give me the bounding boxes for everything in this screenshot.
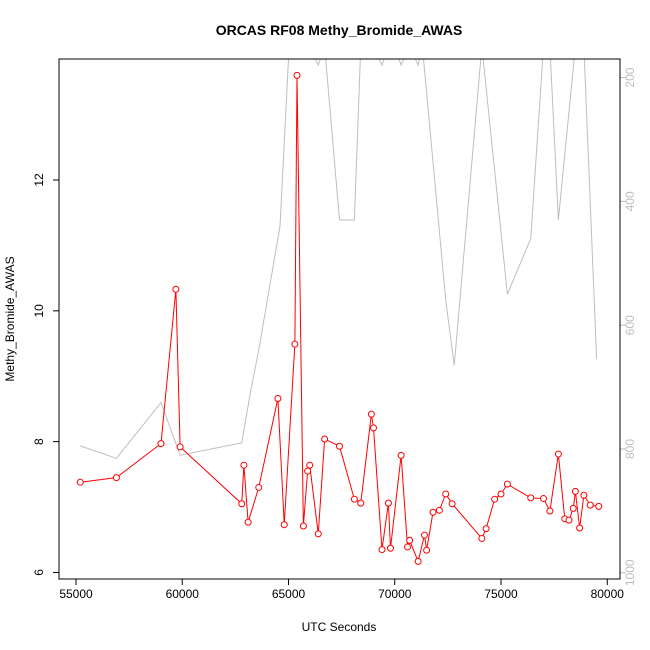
data-point [314,530,322,538]
y2-tick-label: 400 [623,191,637,211]
primary-series-line [80,75,599,563]
x-tick-label: 55000 [59,587,93,601]
data-point [306,461,314,469]
x-axis: 55000 60000 65000 70000 75000 80000 [59,579,624,601]
data-point [571,487,579,495]
data-point [357,499,365,507]
data-point [112,474,120,482]
data-point [423,546,431,554]
data-point [406,536,414,544]
data-point [546,507,554,515]
y2-tick-label: 200 [623,67,637,87]
data-point [244,518,252,526]
data-point [238,500,246,508]
data-point [176,443,184,451]
y-axis: 6 8 10 12 [32,173,59,576]
x-tick-label: 70000 [378,587,412,601]
secondary-series-line [80,59,598,459]
primary-series [76,71,603,565]
data-point [172,285,180,293]
data-point [274,394,282,402]
data-point [299,522,307,530]
x-tick-label: 80000 [591,587,625,601]
data-point [336,442,343,450]
data-point [304,467,312,475]
data-point [404,543,411,551]
data-point [421,531,428,539]
y-tick-label: 12 [32,173,46,187]
chart-title: ORCAS RF08 Methy_Bromide_AWAS [216,22,463,38]
data-point [503,480,511,488]
data-point [255,483,263,491]
y-tick-label: 8 [32,438,46,445]
data-point [240,461,248,469]
x-axis-label: UTC Seconds [302,620,377,634]
data-point [554,450,562,458]
data-point [280,521,288,529]
plot-area [76,59,603,565]
data-point [387,544,394,552]
data-point [367,410,375,418]
y2-tick-label: 1000 [623,559,637,586]
data-point [321,435,329,443]
data-point [580,491,588,499]
data-point [565,516,573,524]
y2-tick-label: 800 [623,439,637,459]
data-point [76,478,84,486]
data-point [291,340,299,348]
data-point [527,494,535,502]
data-point [491,495,499,503]
x-tick-label: 65000 [272,587,306,601]
data-point [442,490,450,498]
x-tick-label: 75000 [484,587,518,601]
y2-tick-label: 600 [623,315,637,335]
x-tick-label: 60000 [166,587,200,601]
data-point [384,499,392,507]
data-point [482,525,490,533]
data-point [397,451,405,459]
plot-frame [58,58,621,580]
y-tick-label: 6 [32,569,46,576]
y-axis-label: Methy_Bromide_AWAS [3,256,17,381]
data-point [478,534,486,542]
data-point [157,440,165,448]
data-point [569,504,577,512]
data-point [595,502,603,510]
data-point [448,500,456,508]
data-point [370,424,377,432]
y-tick-label: 10 [32,304,46,318]
data-point [350,495,358,503]
data-point [435,506,443,514]
data-point [414,557,422,565]
data-point [576,524,584,532]
data-point [540,495,547,503]
data-point [586,501,594,509]
data-point [429,508,437,516]
data-point [378,546,386,554]
secondary-series [80,59,598,459]
data-point [293,71,301,79]
data-point [497,490,505,498]
secondary-y-axis: 200 400 600 800 1000 [620,67,637,586]
